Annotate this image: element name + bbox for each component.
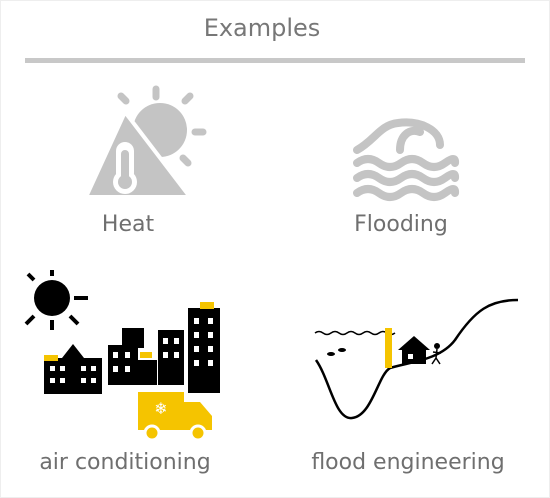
svg-text:❄: ❄ <box>154 399 167 418</box>
item-label: flood engineering <box>311 450 504 475</box>
item-label: air conditioning <box>39 450 210 475</box>
page: Examples Heat Flooding <box>0 0 550 498</box>
examples-panel: Examples Heat Flooding <box>0 0 550 498</box>
item-label: Flooding <box>354 212 448 237</box>
title-rule <box>25 58 525 63</box>
item-label: Heat <box>102 212 155 237</box>
panel-title: Examples <box>204 14 321 42</box>
panel-border <box>1 1 550 498</box>
